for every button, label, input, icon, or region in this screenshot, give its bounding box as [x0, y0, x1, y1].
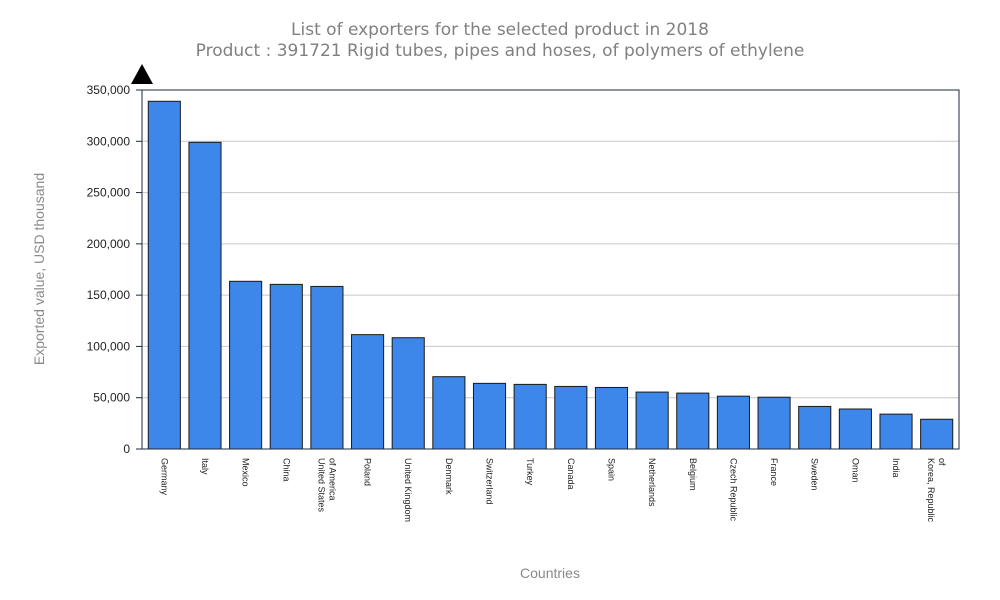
bar	[147, 100, 181, 450]
x-tick-label: Germany	[159, 458, 169, 496]
y-tick-label: 350,000	[87, 83, 131, 97]
x-tick-label: of America	[327, 458, 337, 501]
x-tick-label: Oman	[850, 458, 860, 483]
bar	[879, 413, 913, 450]
bar	[838, 408, 872, 450]
x-tick-label: Italy	[200, 458, 210, 475]
y-axis-ticks: 0 50,000 100,000 150,000 200,000 250,000 300,0…	[87, 83, 142, 456]
bar	[472, 382, 507, 450]
x-tick-label: Poland	[363, 458, 373, 486]
x-tick-label: Czech Republic	[728, 458, 738, 522]
bar	[391, 337, 425, 450]
bar	[432, 376, 466, 450]
y-tick-label: 100,000	[87, 339, 131, 353]
y-tick-label: 300,000	[87, 134, 131, 148]
bar	[188, 141, 222, 450]
bar	[351, 334, 385, 450]
x-tick-label: of	[937, 458, 947, 466]
bar	[594, 386, 629, 450]
chart-title: List of exporters for the selected produ…	[291, 20, 709, 40]
bar	[757, 396, 791, 450]
x-tick-label: India	[891, 458, 901, 478]
bar	[920, 418, 954, 450]
bar	[513, 383, 547, 450]
bar	[229, 280, 263, 450]
x-tick-label: France	[769, 458, 779, 486]
bar	[635, 391, 669, 450]
x-tick-label: Sweden	[810, 458, 820, 491]
x-tick-label: Turkey	[525, 458, 535, 486]
x-tick-label: Switzerland	[485, 458, 495, 505]
y-tick-label: 50,000	[93, 391, 130, 405]
y-axis-title: Exported value, USD thousand	[31, 173, 47, 365]
x-tick-label: China	[281, 458, 291, 482]
gridlines	[142, 140, 959, 399]
bar	[554, 385, 588, 450]
x-tick-label: Spain	[606, 458, 616, 481]
bar	[716, 395, 750, 450]
x-tick-label: Korea, Republic	[926, 458, 936, 523]
x-tick-label: Belgium	[688, 458, 698, 491]
x-axis-ticks: Germany Italy Mexico China United States of A…	[159, 458, 947, 523]
bar	[798, 405, 832, 450]
bar	[269, 283, 303, 450]
y-tick-label: 200,000	[87, 237, 131, 251]
bar	[676, 392, 710, 450]
x-tick-label: United States	[316, 458, 326, 513]
bars	[147, 100, 954, 450]
y-axis-arrow	[131, 64, 153, 84]
y-tick-label: 250,000	[87, 186, 131, 200]
y-tick-label: 0	[123, 442, 130, 456]
x-tick-label: Denmark	[444, 458, 454, 495]
x-tick-label: Netherlands	[647, 458, 657, 507]
plot-frame	[141, 89, 960, 450]
y-tick-label: 150,000	[87, 288, 131, 302]
x-tick-label: Mexico	[241, 458, 251, 487]
x-tick-label: United Kingdom	[403, 458, 413, 522]
x-tick-label: Canada	[566, 458, 576, 490]
bar	[310, 285, 344, 450]
x-axis-title: Countries	[520, 565, 580, 581]
chart-subtitle: Product : 391721 Rigid tubes, pipes and …	[196, 41, 805, 61]
